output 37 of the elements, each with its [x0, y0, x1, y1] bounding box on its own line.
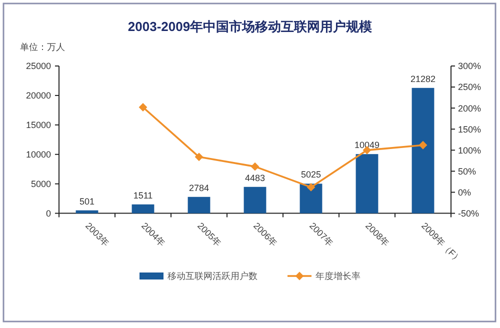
- bar: [132, 204, 154, 214]
- bar: [244, 186, 266, 214]
- legend-label: 移动互联网活跃用户数: [168, 271, 258, 282]
- point: [306, 183, 316, 192]
- y2-tick-label: 300%: [458, 61, 482, 72]
- bar: [412, 88, 434, 214]
- y2-tick-label: 250%: [458, 82, 482, 92]
- data-label: 5025: [300, 170, 322, 180]
- bar: [356, 154, 378, 214]
- y2-tick-label: 100%: [458, 145, 482, 156]
- chart-title: 2003-2009年中国市场移动互联网用户规模: [128, 19, 372, 34]
- y-tick-label: 0: [46, 208, 51, 218]
- y2-tick-label: 200%: [458, 103, 482, 114]
- legend-label: 年度增长率: [316, 271, 360, 282]
- y2-tick-label: -50%: [458, 208, 480, 218]
- point: [138, 103, 148, 112]
- y2-tick-label: 150%: [458, 124, 482, 134]
- bar: [300, 184, 322, 214]
- data-label: 501: [79, 196, 95, 206]
- data-label: 10049: [354, 140, 380, 150]
- data-label: 21282: [410, 74, 436, 84]
- point: [418, 140, 428, 150]
- y-tick-label: 25000: [26, 61, 51, 72]
- y2-tick-label: 50%: [458, 166, 476, 176]
- y-tick-label: 5000: [30, 179, 51, 190]
- y-tick-label: 20000: [26, 90, 51, 101]
- point: [250, 162, 260, 171]
- y-tick-label: 15000: [26, 120, 51, 130]
- point: [194, 152, 204, 162]
- bar: [76, 210, 98, 214]
- y-tick-label: 10000: [26, 150, 51, 160]
- data-label: 4483: [244, 172, 266, 183]
- bar: [188, 196, 210, 214]
- y-axis-title: 单位：万人: [20, 42, 65, 52]
- y2-tick-label: 0%: [458, 187, 472, 198]
- data-label: 1511: [133, 190, 153, 200]
- data-label: 2784: [188, 182, 210, 193]
